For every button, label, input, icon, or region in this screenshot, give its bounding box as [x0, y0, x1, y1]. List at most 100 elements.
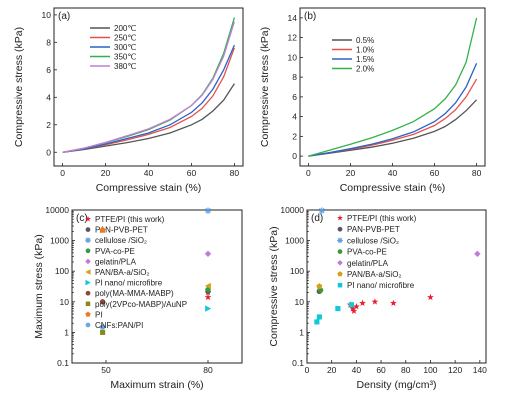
data-point — [318, 207, 326, 214]
legend-label: PI — [95, 310, 103, 319]
y-tick-label: 1 — [299, 327, 304, 337]
panel-label: (c) — [76, 213, 88, 224]
legend-label: PTFE/PI (this work) — [95, 215, 165, 224]
y-tick-label: 10 — [288, 52, 298, 62]
data-point — [427, 293, 434, 301]
y-tick-label: 10000 — [280, 205, 304, 215]
legend-label: 300℃ — [114, 43, 136, 52]
legend-marker — [85, 237, 91, 243]
x-tick-label: 40 — [352, 365, 362, 375]
x-tick-label: 80 — [401, 365, 411, 375]
panel-a: 0 20 40 60 80 0 2 4 6 8 10 Compressive stain (%) Com… — [13, 7, 244, 194]
y-axis-title: Compressive stress (kPa) — [259, 27, 271, 147]
legend-label: 350℃ — [114, 53, 136, 62]
x-tick-label: 0 — [306, 168, 311, 178]
series-line — [308, 63, 478, 157]
data-point — [348, 302, 355, 308]
data-point — [99, 324, 106, 330]
series-line — [62, 21, 236, 153]
x-tick-label: 40 — [144, 168, 154, 178]
y-tick-label: 1000 — [50, 236, 69, 246]
panel-c: 50 80 0.1 1 10 100 1000 10000 Maximum strain (%)… — [33, 205, 243, 391]
legend-label: PI nano/ microfibre — [95, 279, 163, 288]
legend-marker — [337, 249, 343, 254]
data-point — [349, 305, 357, 312]
legend-label: PAN/BA-a/SiO₂ — [95, 268, 150, 277]
y-tick-label: 6 — [46, 65, 51, 75]
legend-label: cellulose /SiO₂ — [347, 236, 399, 245]
y-tick-label: 6 — [292, 92, 297, 102]
x-tick-label: 60 — [187, 168, 197, 178]
legend-marker — [337, 226, 343, 232]
series-line — [62, 47, 236, 153]
plot-frame — [306, 209, 487, 364]
y-tick-label: 8 — [46, 37, 51, 47]
data-point — [205, 305, 212, 312]
legend-marker — [85, 290, 91, 296]
legend-label: 0.5% — [356, 36, 374, 45]
legend-marker — [337, 282, 343, 288]
y-tick-label: 100 — [290, 266, 304, 276]
y-axis-title: Compressive stress (kPa) — [13, 27, 25, 147]
data-point — [390, 299, 397, 307]
panel-b: 0 20 40 60 80 0 2 4 6 8 10 12 14 Compressive stain (%… — [259, 7, 486, 194]
series-line — [308, 99, 478, 157]
y-tick-label: 8 — [292, 72, 297, 82]
legend-marker — [85, 301, 91, 307]
legend-marker — [85, 269, 91, 275]
panel-label: (a) — [58, 11, 70, 22]
data-point — [204, 293, 212, 301]
series-line — [62, 44, 235, 153]
data-point — [204, 282, 211, 290]
y-tick-label: 10000 — [45, 205, 69, 215]
legend-label: CNFs:PAN/PI — [95, 321, 143, 330]
legend-label: PTFE/PI (this work) — [347, 214, 417, 223]
y-tick-label: 10 — [60, 297, 70, 307]
legend-label: 250℃ — [114, 34, 136, 43]
data-point — [350, 307, 358, 314]
x-tick-label: 40 — [388, 168, 398, 178]
legend-label: poly(2VPco-MABP)/AuNP — [95, 300, 187, 309]
data-point — [99, 299, 106, 305]
plot-frame — [71, 209, 243, 364]
data-point — [335, 306, 341, 312]
legend-label: PVA-co-PE — [347, 248, 387, 257]
x-tick-label: 0 — [305, 365, 310, 375]
legend-marker — [85, 227, 91, 232]
legend-label: 1.5% — [356, 55, 374, 64]
legend-label: 1.0% — [356, 46, 374, 55]
x-axis-title: Density (mg/cm³) — [357, 379, 437, 391]
data-point — [100, 329, 106, 335]
legend-label: poly(MA-MMA-MABP) — [95, 289, 174, 298]
data-point — [371, 298, 379, 305]
x-tick-label: 140 — [473, 365, 487, 375]
legend-marker — [85, 279, 91, 286]
legend-label: 200℃ — [114, 24, 136, 33]
legend-marker — [85, 248, 91, 254]
x-tick-label: 80 — [230, 168, 240, 178]
y-tick-label: 1000 — [285, 236, 304, 246]
panel-label: (b) — [304, 11, 316, 22]
legend-label: 380℃ — [114, 62, 136, 71]
x-tick-label: 20 — [101, 168, 111, 178]
legend-marker — [85, 322, 91, 328]
y-tick-label: 2 — [292, 131, 297, 141]
x-tick-label: 60 — [376, 365, 386, 375]
legend-marker — [337, 260, 343, 266]
legend-label: gelatin/PLA — [347, 259, 389, 268]
legend-label: 2.0% — [356, 65, 374, 74]
panel-d: 0 20 40 60 80 100 120 140 0.1 1 10 100 1000 10000 Dens… — [268, 205, 487, 391]
y-tick-label: 10 — [42, 10, 52, 20]
y-tick-label: 2 — [46, 120, 51, 130]
legend-label: PI nano/ microfibre — [347, 281, 415, 290]
data-point — [314, 319, 320, 325]
panel-label: (d) — [311, 213, 323, 224]
x-tick-label: 120 — [448, 365, 462, 375]
legend-label: gelatin/PLA — [95, 257, 137, 266]
legend-marker — [85, 258, 91, 265]
y-tick-label: 0.1 — [292, 358, 304, 368]
legend-label: cellulose /SiO₂ — [95, 236, 147, 245]
data-point — [316, 283, 323, 289]
x-tick-label: 80 — [472, 168, 482, 178]
